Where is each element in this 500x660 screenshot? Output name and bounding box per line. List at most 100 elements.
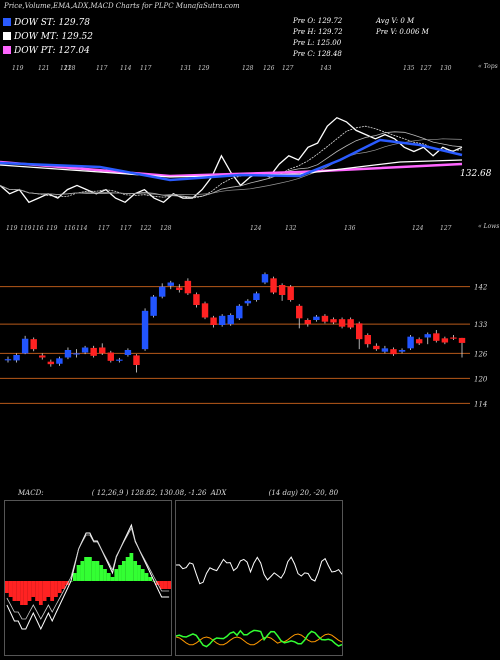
candle-body (347, 319, 354, 328)
candle-body (415, 339, 423, 344)
candle-body (381, 348, 389, 352)
candle-body (99, 347, 106, 354)
price-tick-label: 126 (474, 350, 488, 358)
macd-histogram-bar (163, 581, 168, 589)
macd-histogram-bar (42, 581, 47, 601)
adx-title: ADX (210, 489, 227, 497)
candle-body (141, 310, 149, 350)
candle-body (424, 334, 431, 338)
candle-body (116, 359, 123, 361)
candle-body (4, 359, 12, 361)
ema-last-value: 132.68 (460, 169, 492, 179)
legend-swatch-pt (3, 46, 11, 54)
candle-body (244, 300, 252, 304)
legend-swatch-st (3, 18, 11, 26)
macd-histogram-bar (12, 581, 17, 601)
di-plus-line (175, 629, 343, 648)
bottom-tick-label: 136 (344, 225, 356, 232)
candle-body (227, 315, 234, 325)
top-tick-label: 114 (120, 65, 132, 72)
macd-histogram-bar (61, 581, 66, 589)
macd-histogram-bar (106, 573, 111, 581)
macd-histogram-bar (121, 561, 126, 581)
macd-histogram-bar (8, 581, 13, 597)
top-tick-label: 119 (12, 65, 24, 72)
adx-values: (14 day) 20, -20, 80 (268, 489, 339, 497)
ohlc-close: Pre C: 128.48 (293, 50, 342, 58)
macd-histogram-bar (129, 553, 134, 581)
price-tick-label: 142 (474, 284, 488, 292)
macd-histogram-bar (88, 557, 92, 581)
bottom-tick-label: 117 (120, 225, 132, 232)
candle-body (90, 347, 97, 356)
macd-histogram-bar (155, 581, 160, 585)
price-line (0, 116, 463, 204)
ohlc-low: Pre L: 125.00 (293, 39, 342, 47)
candle-body (81, 347, 89, 353)
macd-label: MACD: ( 12,26,9 ) 128.82, 130.08, -1.26 … (18, 489, 338, 497)
macd-histogram-bar (20, 581, 24, 605)
candle-body (407, 336, 414, 349)
bottom-tick-label: 116 (64, 225, 76, 232)
macd-histogram-bar (148, 577, 153, 581)
top-tick-label: 126 (263, 65, 275, 72)
macd-histogram-bar (114, 569, 119, 581)
candle-body (124, 350, 132, 355)
macd-histogram-bar (103, 569, 107, 581)
bottom-tick-label: 119 (20, 225, 32, 232)
bottom-tick-label: 128 (160, 225, 172, 232)
macd-histogram-bar (99, 565, 104, 581)
ohlc-open: Pre O: 129.72 (293, 17, 343, 25)
candle-body (73, 353, 80, 355)
bottom-tick-label: 124 (250, 225, 262, 232)
ema-line-slow (0, 138, 463, 196)
dow-mt-line (0, 159, 463, 178)
bottom-tick-label: 114 (76, 225, 88, 232)
macd-histogram-bar (95, 561, 100, 581)
candle-body (218, 315, 226, 325)
candle-body (364, 335, 371, 345)
legend-dow-st: DOW ST: 129.78 (3, 18, 90, 28)
di-minus-line (175, 633, 343, 646)
candle-body (210, 317, 217, 325)
macd-histogram-bar (72, 573, 77, 581)
price-tick-label: 120 (474, 375, 488, 383)
macd-histogram-bar (5, 581, 9, 593)
candle-body (296, 305, 303, 319)
adx-chart (175, 556, 343, 648)
candle-body (355, 323, 363, 340)
macd-values: ( 12,26,9 ) 128.82, 130.08, -1.26 (91, 489, 207, 497)
tops-label: « Tops (478, 63, 498, 70)
macd-panel (4, 500, 172, 656)
candle-body (287, 286, 294, 300)
top-tick-label: 121 (60, 65, 71, 72)
bottom-tick-label: 119 (46, 225, 58, 232)
candle-body (201, 303, 209, 318)
legend-label-mt: DOW MT: 129.52 (14, 32, 93, 42)
macd-histogram-bar (50, 581, 55, 601)
candle-body (13, 355, 20, 361)
adx-panel (175, 500, 343, 656)
macd-histogram-bar (118, 565, 122, 581)
top-tick-label: 130 (440, 65, 452, 72)
candle-body (21, 338, 29, 354)
ohlc-avg-volume: Avg V: 0 M (376, 17, 415, 25)
candle-body (458, 337, 466, 343)
candle-body (373, 345, 380, 350)
macd-histogram-bar (38, 581, 43, 605)
candle-body (304, 320, 312, 325)
bottom-tick-label: 116 (32, 225, 44, 232)
candle-body (133, 355, 140, 365)
top-tick-label: 131 (180, 65, 191, 72)
chart-title: Price,Volume,EMA,ADX,MACD Charts for PLP… (4, 2, 240, 10)
candle-body (158, 286, 166, 297)
macd-histogram-bar (16, 581, 21, 601)
candle-body (107, 352, 115, 361)
candle-body (270, 278, 277, 293)
macd-histogram-bar (91, 561, 96, 581)
macd-histogram-bar (125, 557, 130, 581)
macd-histogram-bar (167, 581, 171, 589)
top-tick-label: 127 (282, 65, 294, 72)
